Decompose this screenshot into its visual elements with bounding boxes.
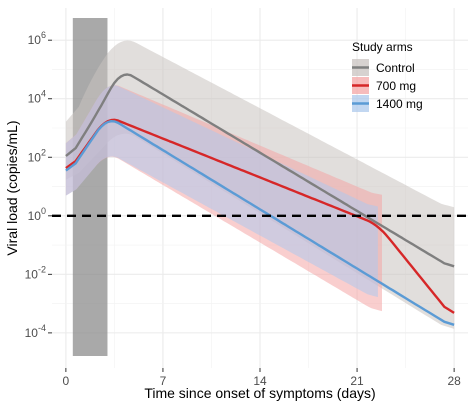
legend-label: Control <box>376 61 415 75</box>
legend-title: Study arms <box>352 40 413 54</box>
y-tick-label: 100 <box>28 206 46 223</box>
y-tick-label: 102 <box>28 147 46 164</box>
x-tick-label: 14 <box>253 374 267 388</box>
legend: Study arms Control 700 mg 1400 mg <box>352 40 423 112</box>
x-tick-label: 28 <box>447 374 461 388</box>
y-tick-label: 106 <box>28 30 46 47</box>
y-tick-label: 104 <box>28 89 46 106</box>
x-tick-label: 7 <box>160 374 167 388</box>
y-tick-label: 10-2 <box>25 264 46 281</box>
legend-label: 1400 mg <box>376 97 423 111</box>
line-control <box>65 73 455 268</box>
y-tick-label: 10-4 <box>25 323 46 340</box>
series-lines <box>65 73 455 326</box>
line-700-mg <box>65 118 455 314</box>
legend-label: 700 mg <box>376 79 416 93</box>
line-1400-mg <box>65 120 455 326</box>
axis-ticks: 0 7 14 21 28 10-4 10-2 100 102 104 106 <box>25 30 462 388</box>
x-axis-title: Time since onset of symptoms (days) <box>144 385 375 401</box>
y-axis-title: Viral load (copies/mL) <box>4 120 20 255</box>
x-tick-label: 0 <box>63 374 70 388</box>
x-tick-label: 21 <box>350 374 364 388</box>
